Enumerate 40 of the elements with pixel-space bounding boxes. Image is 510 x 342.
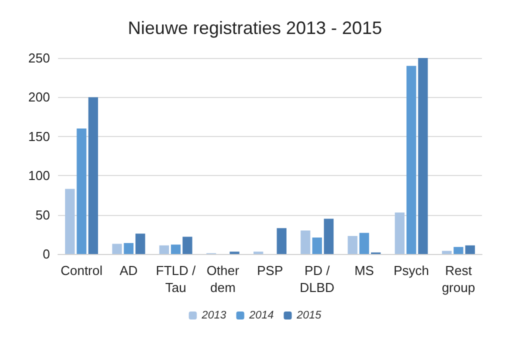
bar: [454, 246, 464, 254]
y-tick-label: 250: [28, 50, 50, 66]
bar: [359, 232, 370, 254]
bar: [348, 236, 358, 254]
x-tick-label: MS: [354, 263, 374, 278]
y-tick-label: 200: [28, 90, 50, 105]
bar: [112, 244, 122, 254]
y-tick-label: 150: [28, 128, 50, 144]
bar: [394, 212, 405, 254]
bar: [276, 228, 286, 254]
x-tick-label: Psych: [394, 263, 430, 278]
bar: [324, 218, 334, 254]
bar: [124, 243, 134, 254]
chart-title: Nieuwe registraties 2013 - 2015: [128, 18, 382, 38]
y-tick-label: 0: [42, 246, 50, 262]
bar: [182, 236, 192, 254]
bar: [135, 234, 146, 254]
legend-label: 2014: [248, 310, 274, 322]
bar: [76, 128, 86, 254]
bar: [465, 245, 475, 254]
legend-label: 2015: [296, 310, 322, 322]
bar: [300, 230, 310, 254]
legend-label: 2013: [200, 310, 228, 322]
x-tick-label: Control: [60, 263, 103, 278]
x-tick-label: Other dem: [206, 263, 240, 295]
bar: [88, 97, 98, 254]
y-tick-label: 100: [28, 168, 50, 184]
x-tick-label: PD / DLBD: [300, 263, 334, 295]
bar: [170, 244, 181, 254]
bar: [418, 58, 428, 254]
bar: [65, 188, 75, 254]
x-tick-label: FTLD / Tau: [156, 263, 196, 295]
x-tick-label: PSP: [256, 263, 284, 278]
bar: [406, 66, 416, 254]
bar: [312, 238, 322, 254]
x-tick-label: Rest group: [442, 263, 476, 295]
bar: [159, 245, 169, 254]
x-tick-label: AD: [120, 263, 138, 278]
bar: [442, 250, 452, 254]
y-tick-label: 50: [36, 207, 50, 222]
